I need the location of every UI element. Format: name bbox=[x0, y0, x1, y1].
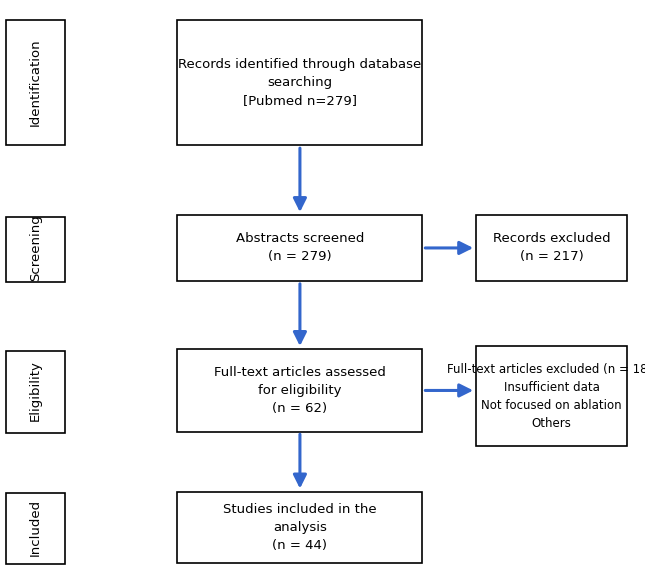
FancyBboxPatch shape bbox=[476, 347, 627, 446]
Text: Screening: Screening bbox=[29, 214, 42, 282]
FancyBboxPatch shape bbox=[177, 491, 422, 563]
FancyBboxPatch shape bbox=[476, 215, 627, 281]
FancyBboxPatch shape bbox=[177, 215, 422, 281]
FancyBboxPatch shape bbox=[6, 217, 64, 282]
Text: Records excluded
(n = 217): Records excluded (n = 217) bbox=[493, 233, 610, 263]
Text: Studies included in the
analysis
(n = 44): Studies included in the analysis (n = 44… bbox=[223, 503, 377, 552]
Text: Full-text articles excluded (n = 18):
Insufficient data
Not focused on ablation
: Full-text articles excluded (n = 18): In… bbox=[447, 363, 645, 430]
FancyBboxPatch shape bbox=[177, 349, 422, 432]
FancyBboxPatch shape bbox=[6, 20, 64, 145]
FancyBboxPatch shape bbox=[6, 493, 64, 564]
Text: Included: Included bbox=[29, 499, 42, 556]
Text: Identification: Identification bbox=[29, 39, 42, 127]
FancyBboxPatch shape bbox=[177, 20, 422, 145]
Text: Eligibility: Eligibility bbox=[29, 360, 42, 421]
Text: Abstracts screened
(n = 279): Abstracts screened (n = 279) bbox=[235, 233, 364, 263]
Text: Records identified through database
searching
[Pubmed n=279]: Records identified through database sear… bbox=[178, 58, 422, 107]
Text: Full-text articles assessed
for eligibility
(n = 62): Full-text articles assessed for eligibil… bbox=[214, 366, 386, 415]
FancyBboxPatch shape bbox=[6, 351, 64, 433]
